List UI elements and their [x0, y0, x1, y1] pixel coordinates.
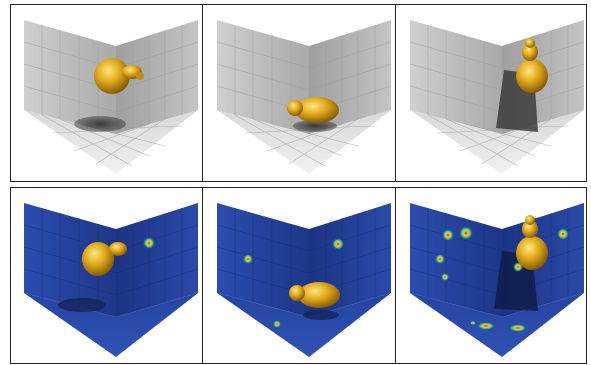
heat-spot	[435, 254, 445, 264]
panel-head-front	[23, 19, 199, 175]
heat-spot	[470, 321, 476, 325]
panel-heat-upright	[409, 202, 585, 358]
heat-spot	[332, 238, 344, 250]
panel-heat-lying	[216, 202, 392, 358]
golden-head-icon	[516, 38, 548, 93]
heat-spot	[441, 273, 449, 281]
shadow-shape	[303, 310, 339, 320]
heat-spot	[143, 237, 155, 249]
panel-head-upright	[409, 19, 585, 175]
bottom-separator-2	[395, 187, 396, 364]
shadow-shape	[74, 116, 126, 132]
heat-spot	[557, 228, 569, 240]
shadow-shape	[293, 120, 337, 132]
golden-head-icon	[289, 282, 340, 308]
golden-head-icon	[516, 215, 548, 270]
heat-spot	[273, 320, 281, 328]
heat-spot	[477, 322, 495, 330]
heat-spot	[459, 226, 473, 240]
top-separator-2	[395, 4, 396, 182]
heat-spot	[442, 229, 454, 241]
panel-head-lying	[216, 19, 392, 175]
bottom-separator-1	[202, 187, 203, 364]
heat-spot	[509, 324, 527, 332]
top-separator-1	[202, 4, 203, 182]
golden-head-icon	[82, 242, 127, 276]
shadow-shape	[58, 298, 106, 312]
golden-head-icon	[287, 97, 339, 123]
heat-spot	[243, 254, 253, 264]
panel-heat-front	[23, 202, 199, 358]
golden-head-icon	[94, 58, 144, 94]
